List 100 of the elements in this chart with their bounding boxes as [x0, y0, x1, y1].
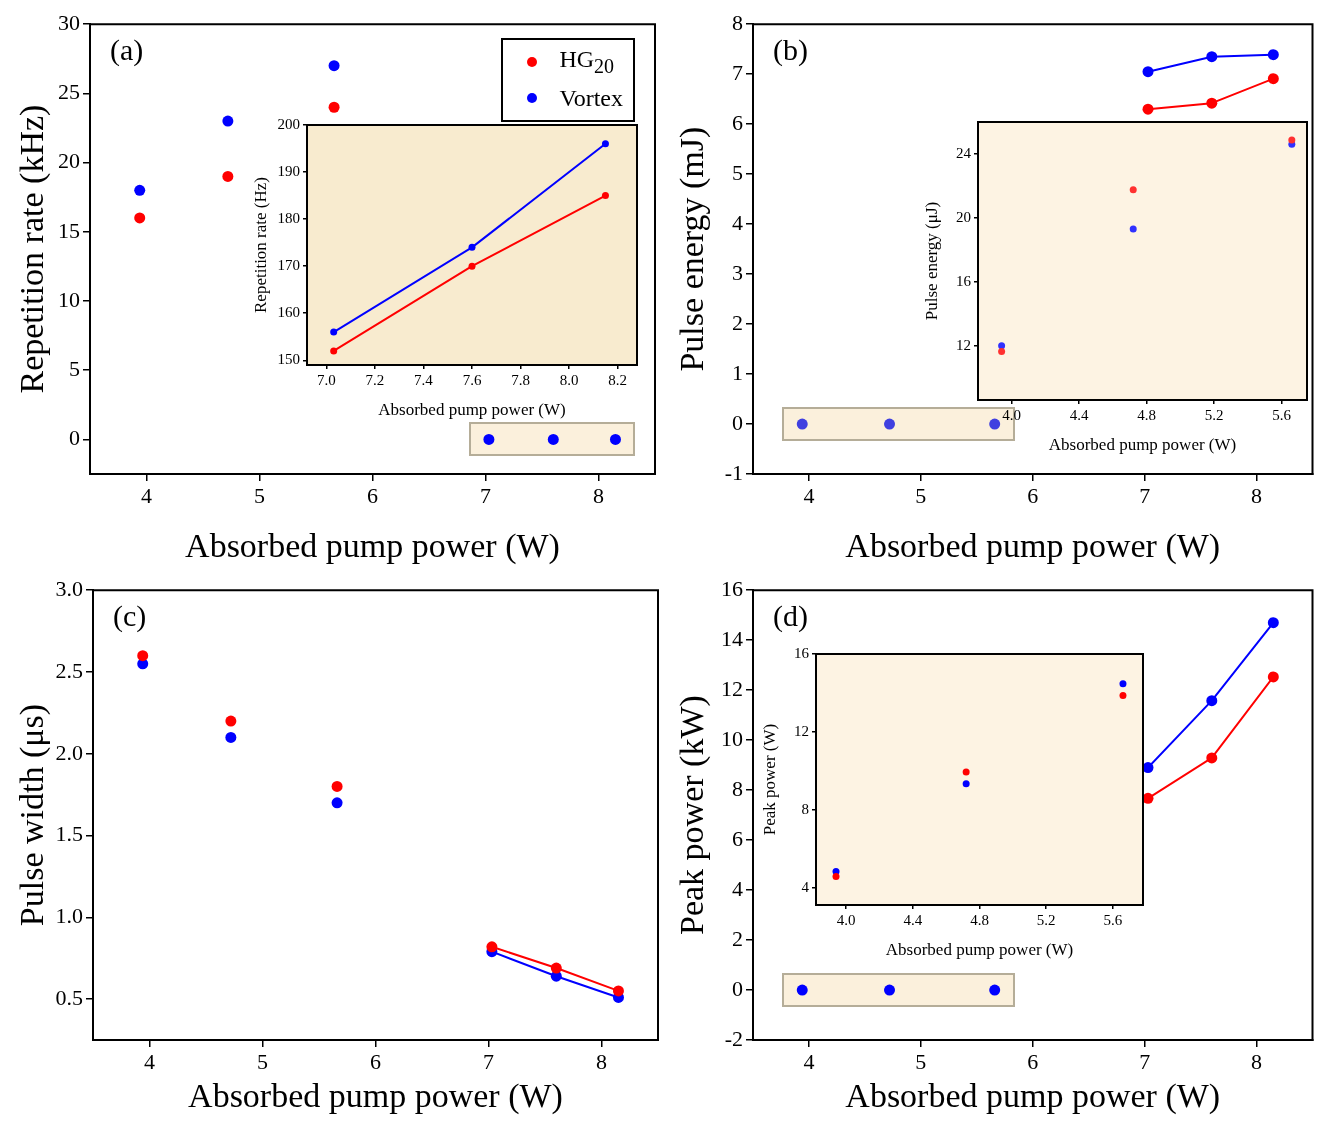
x-tick-label: 7 — [1139, 482, 1151, 508]
point — [1142, 66, 1154, 78]
y-tick-label: 25 — [58, 79, 80, 105]
x-tick-label: 4.8 — [1137, 406, 1157, 423]
x-axis-title: Absorbed pump power (W) — [378, 400, 566, 420]
point — [884, 418, 896, 430]
point — [486, 941, 498, 953]
x-tick-label: 7.8 — [511, 371, 530, 388]
point — [1267, 49, 1279, 61]
legend-label: HG$_{20}$ — [559, 46, 615, 79]
point — [134, 184, 146, 196]
point — [1119, 680, 1127, 688]
x-tick-label: 4 — [144, 1048, 155, 1074]
y-tick-label: -2 — [724, 1025, 743, 1051]
point — [1288, 136, 1296, 144]
x-tick-label: 6 — [370, 1048, 381, 1074]
x-tick-label: 5 — [257, 1048, 268, 1074]
y-tick-label: -1 — [724, 459, 743, 485]
point — [612, 985, 624, 997]
y-tick-label: 8 — [732, 9, 743, 35]
y-axis-title: Repetition rate (kHz) — [13, 104, 52, 394]
annotation: (a) — [110, 33, 144, 68]
annotation: (d) — [773, 599, 808, 634]
point — [1206, 51, 1218, 63]
x-tick-label: 7.6 — [462, 371, 482, 388]
y-axis-title: Pulse width (μs) — [13, 703, 52, 927]
y-tick-label: 2.5 — [55, 657, 83, 683]
y-tick-label: 4 — [801, 879, 810, 896]
point — [134, 212, 146, 224]
point — [222, 115, 234, 127]
x-tick-label: 8 — [596, 1048, 607, 1074]
point — [1267, 73, 1279, 85]
x-tick-label: 6 — [367, 482, 378, 508]
point — [330, 347, 338, 355]
x-tick-label: 5.6 — [1272, 406, 1292, 423]
point — [601, 140, 609, 148]
x-tick-label: 7.0 — [317, 371, 336, 388]
x-tick-label: 8 — [1251, 482, 1263, 508]
point — [1206, 97, 1218, 109]
x-tick-label: 4.0 — [836, 911, 856, 928]
x-axis-title: Absorbed pump power (W) — [188, 1076, 563, 1115]
x-tick-label: 8 — [1251, 1048, 1263, 1074]
point — [328, 60, 340, 72]
point — [962, 768, 970, 776]
point — [998, 348, 1006, 356]
x-tick-label: 8.2 — [608, 371, 627, 388]
y-tick-label: 16 — [956, 272, 972, 289]
y-tick-label: 0 — [69, 425, 80, 451]
y-tick-label: 5 — [732, 159, 743, 185]
point — [796, 984, 808, 996]
y-tick-label: 170 — [277, 257, 300, 274]
point — [609, 433, 621, 445]
x-axis-title: Absorbed pump power (W) — [885, 940, 1074, 960]
x-tick-label: 7.2 — [365, 371, 385, 388]
point — [796, 418, 808, 430]
y-tick-label: 8 — [801, 801, 809, 818]
y-tick-label: 24 — [956, 144, 972, 161]
y-tick-label: 12 — [956, 336, 971, 353]
point — [328, 101, 340, 113]
y-tick-label: 190 — [277, 163, 300, 179]
y-tick-label: 1 — [732, 359, 743, 385]
point — [998, 342, 1006, 350]
point — [331, 797, 343, 809]
y-tick-label: 16 — [794, 644, 810, 661]
x-tick-label: 4.0 — [1002, 406, 1022, 423]
point — [330, 328, 338, 336]
y-tick-label: 6 — [732, 825, 743, 851]
x-tick-label: 7 — [483, 1048, 494, 1074]
x-axis-title: Absorbed pump power (W) — [1048, 435, 1237, 455]
y-tick-label: 180 — [277, 210, 300, 227]
y-tick-label: 7 — [732, 59, 743, 85]
x-tick-label: 5.6 — [1103, 911, 1123, 928]
y-tick-label: 150 — [277, 351, 300, 368]
x-tick-label: 4 — [141, 482, 152, 508]
y-tick-label: 14 — [721, 625, 743, 651]
point — [989, 418, 1001, 430]
x-tick-label: 6 — [1027, 482, 1039, 508]
y-tick-label: 20 — [956, 208, 971, 225]
y-tick-label: 10 — [721, 725, 743, 751]
y-tick-label: 8 — [732, 775, 743, 801]
y-tick-label: 15 — [58, 217, 80, 243]
y-tick-label: 20 — [58, 148, 80, 174]
x-tick-label: 4.4 — [903, 911, 923, 928]
point — [1129, 225, 1137, 233]
point — [884, 984, 896, 996]
point — [225, 731, 237, 743]
y-tick-label: 3.0 — [55, 575, 83, 601]
y-tick-label: 0 — [732, 975, 743, 1001]
x-tick-label: 5.2 — [1036, 911, 1056, 928]
x-tick-label: 6 — [1027, 1048, 1039, 1074]
y-tick-label: 160 — [277, 304, 300, 321]
y-tick-label: 12 — [721, 675, 743, 701]
point — [1267, 617, 1279, 629]
y-axis-title: Repetition rate (Hz) — [250, 177, 270, 313]
annotation: (b) — [773, 33, 808, 68]
y-tick-label: 3 — [732, 259, 743, 285]
y-tick-label: 12 — [794, 723, 809, 740]
y-tick-label: 0.5 — [55, 984, 83, 1010]
point — [1142, 103, 1154, 115]
point — [962, 780, 970, 788]
